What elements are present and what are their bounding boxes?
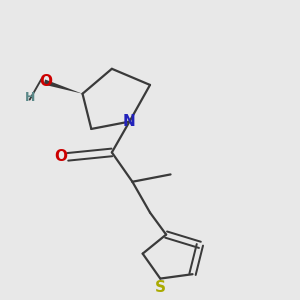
Text: O: O <box>54 149 67 164</box>
Text: O: O <box>39 74 52 89</box>
Text: H: H <box>25 91 35 104</box>
Text: S: S <box>155 280 166 296</box>
Polygon shape <box>44 80 82 94</box>
Text: N: N <box>123 114 136 129</box>
